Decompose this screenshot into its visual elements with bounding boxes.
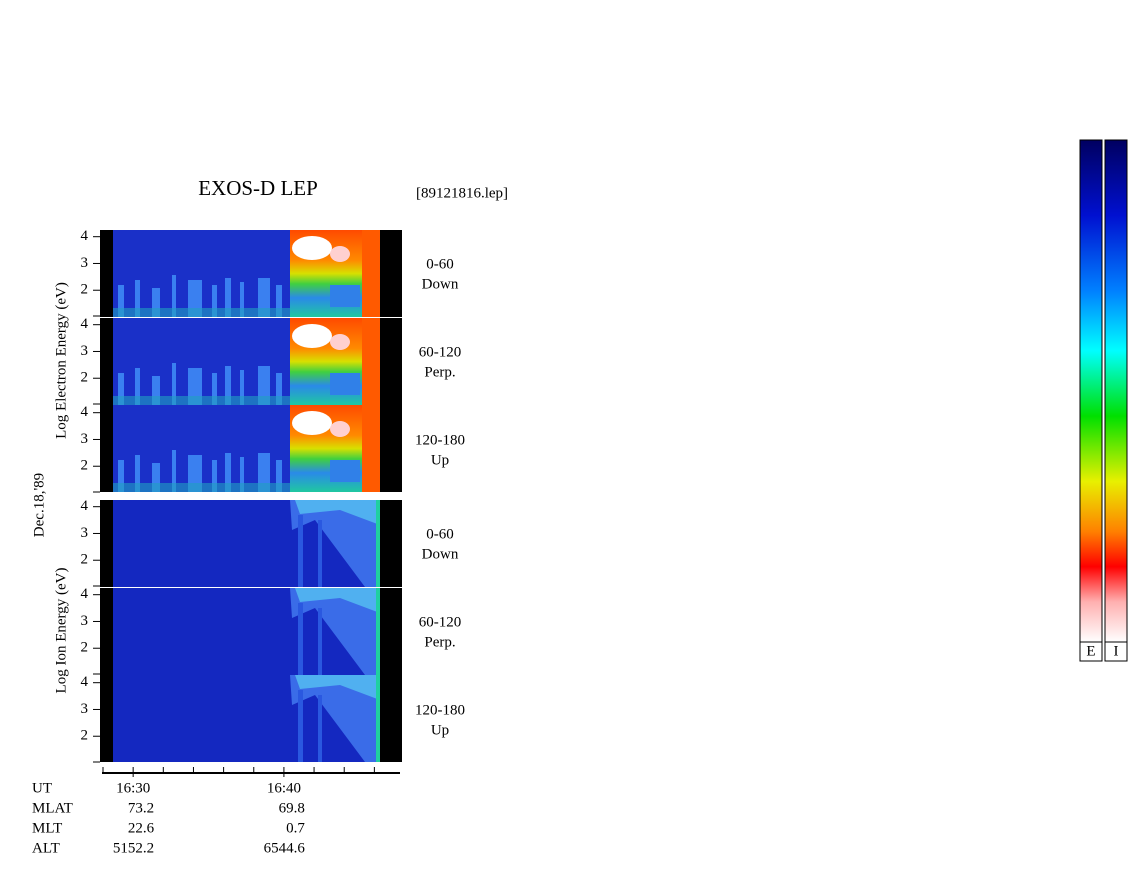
y-tick-label: 4 [81,586,89,602]
ephemeris-value: 0.7 [286,820,305,836]
panel-direction: Down [422,276,459,292]
panel-direction: Up [431,452,449,468]
y-tick-label: 4 [81,498,89,514]
file-name: [89121816.lep] [416,185,508,201]
y-tick-label: 3 [81,613,89,629]
y-tick-label: 4 [81,228,89,244]
x-tick-label: 16:40 [267,780,301,796]
y-tick-label: 3 [81,701,89,717]
colorbar [1079,139,1103,643]
panel-direction: Up [431,722,449,738]
panel-angle: 60-120 [419,614,462,630]
panel-angle: 60-120 [419,344,462,360]
ephemeris-label: UT [32,780,52,796]
y-tick-label: 4 [81,316,89,332]
ephemeris-value: 69.8 [279,800,305,816]
ephemeris-label: ALT [32,840,60,856]
panel-angle: 0-60 [426,256,454,272]
ephemeris-value: 5152.2 [113,840,154,856]
y-tick-label: 2 [81,640,89,656]
y-tick-label: 2 [81,552,89,568]
panel-angle: 120-180 [415,432,465,448]
y-axis-label: Log Electron Energy (eV) [53,282,69,439]
colorbar-label: I [1114,643,1119,659]
panel-direction: Down [422,546,459,562]
colorbar [1104,139,1128,643]
y-tick-label: 2 [81,728,89,744]
date-label: Dec.18,'89 [31,473,47,537]
ephemeris-label: MLT [32,820,62,836]
y-tick-label: 2 [81,370,89,386]
y-tick-label: 3 [81,343,89,359]
y-tick-label: 3 [81,525,89,541]
y-tick-label: 2 [81,282,89,298]
ephemeris-value: 22.6 [128,820,155,836]
y-axis-label: Log Ion Energy (eV) [53,568,69,694]
y-tick-label: 3 [81,431,89,447]
ephemeris-label: MLAT [32,800,73,816]
y-tick-label: 3 [81,255,89,271]
colorbar-label: E [1086,643,1095,659]
ephemeris-value: 73.2 [128,800,154,816]
x-tick-label: 16:30 [116,780,150,796]
y-tick-label: 4 [81,404,89,420]
panel-angle: 120-180 [415,702,465,718]
ephemeris-value: 6544.6 [264,840,306,856]
panel-angle: 0-60 [426,526,454,542]
y-tick-label: 4 [81,674,89,690]
panel-direction: Perp. [424,364,455,380]
panel-direction: Perp. [424,634,455,650]
y-tick-label: 2 [81,458,89,474]
chart-title: EXOS-D LEP [198,176,318,200]
